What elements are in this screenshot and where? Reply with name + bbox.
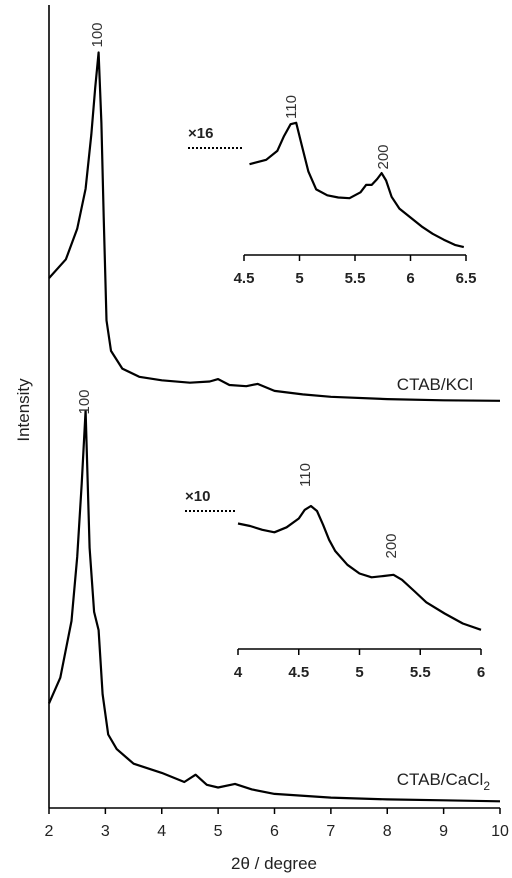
inset-kcl-tick-label-5: 5 [295,270,303,287]
inset-cacl2-peak-label-110: 110 [297,463,314,487]
inset-kcl-series-line [249,121,465,249]
inset-cacl2-tick-label-6: 6 [477,664,485,681]
inset-ctab-cacl2: 4 4.5 5 5.5 6 ×10 110 200 [185,463,485,681]
inset-cacl2-tick-label-4: 4 [234,664,243,681]
x-tick-label-3: 3 [101,823,110,840]
peak-label-100-cacl2: 100 [76,389,93,414]
inset-cacl2-series-line [237,504,482,631]
x-tick-label-10: 10 [491,823,509,840]
inset-cacl2-tick-label-5: 5 [355,664,363,681]
inset-cacl2-scale-label: ×10 [185,488,210,505]
inset-kcl-peak-label-110: 110 [283,95,300,119]
series-label-ctab-cacl2-subscript: 2 [483,779,490,793]
inset-kcl-scale-label: ×16 [188,125,213,142]
inset-kcl-tick-label-6: 6 [406,270,414,287]
inset-cacl2-peak-label-200: 200 [383,533,400,558]
inset-kcl-peak-label-200: 200 [375,144,392,169]
inset-ctab-kcl: 4.5 5 5.5 6 6.5 ×16 110 200 [188,95,476,287]
x-tick-label-8: 8 [383,823,392,840]
series-line-ctab-cacl2 [47,409,501,803]
x-tick-label-5: 5 [214,823,223,840]
x-tick-label-6: 6 [270,823,279,840]
x-tick-label-2: 2 [45,823,54,840]
inset-kcl-tick-label-4.5: 4.5 [234,270,255,287]
peak-label-100-kcl: 100 [89,22,106,47]
series-label-ctab-cacl2-main: CTAB/CaCl [397,770,484,789]
x-tick-label-4: 4 [157,823,166,840]
inset-kcl-ticks: 4.5 5 5.5 6 6.5 [234,255,477,287]
inset-cacl2-tick-label-5.5: 5.5 [410,664,431,681]
x-axis-label: 2θ / degree [231,854,317,873]
inset-cacl2-tick-label-4.5: 4.5 [288,664,309,681]
series-line-ctab-kcl [48,51,501,402]
y-axis-label: Intensity [14,378,33,442]
inset-kcl-tick-label-5.5: 5.5 [345,270,366,287]
x-axis-ticks: 2 3 4 5 6 7 8 9 10 [45,808,509,840]
series-label-ctab-kcl: CTAB/KCl [397,375,473,394]
series-label-ctab-cacl2: CTAB/CaCl2 [397,770,491,793]
inset-cacl2-ticks: 4 4.5 5 5.5 6 [234,649,485,681]
x-tick-label-9: 9 [439,823,448,840]
inset-kcl-tick-label-6.5: 6.5 [456,270,477,287]
x-tick-label-7: 7 [326,823,335,840]
